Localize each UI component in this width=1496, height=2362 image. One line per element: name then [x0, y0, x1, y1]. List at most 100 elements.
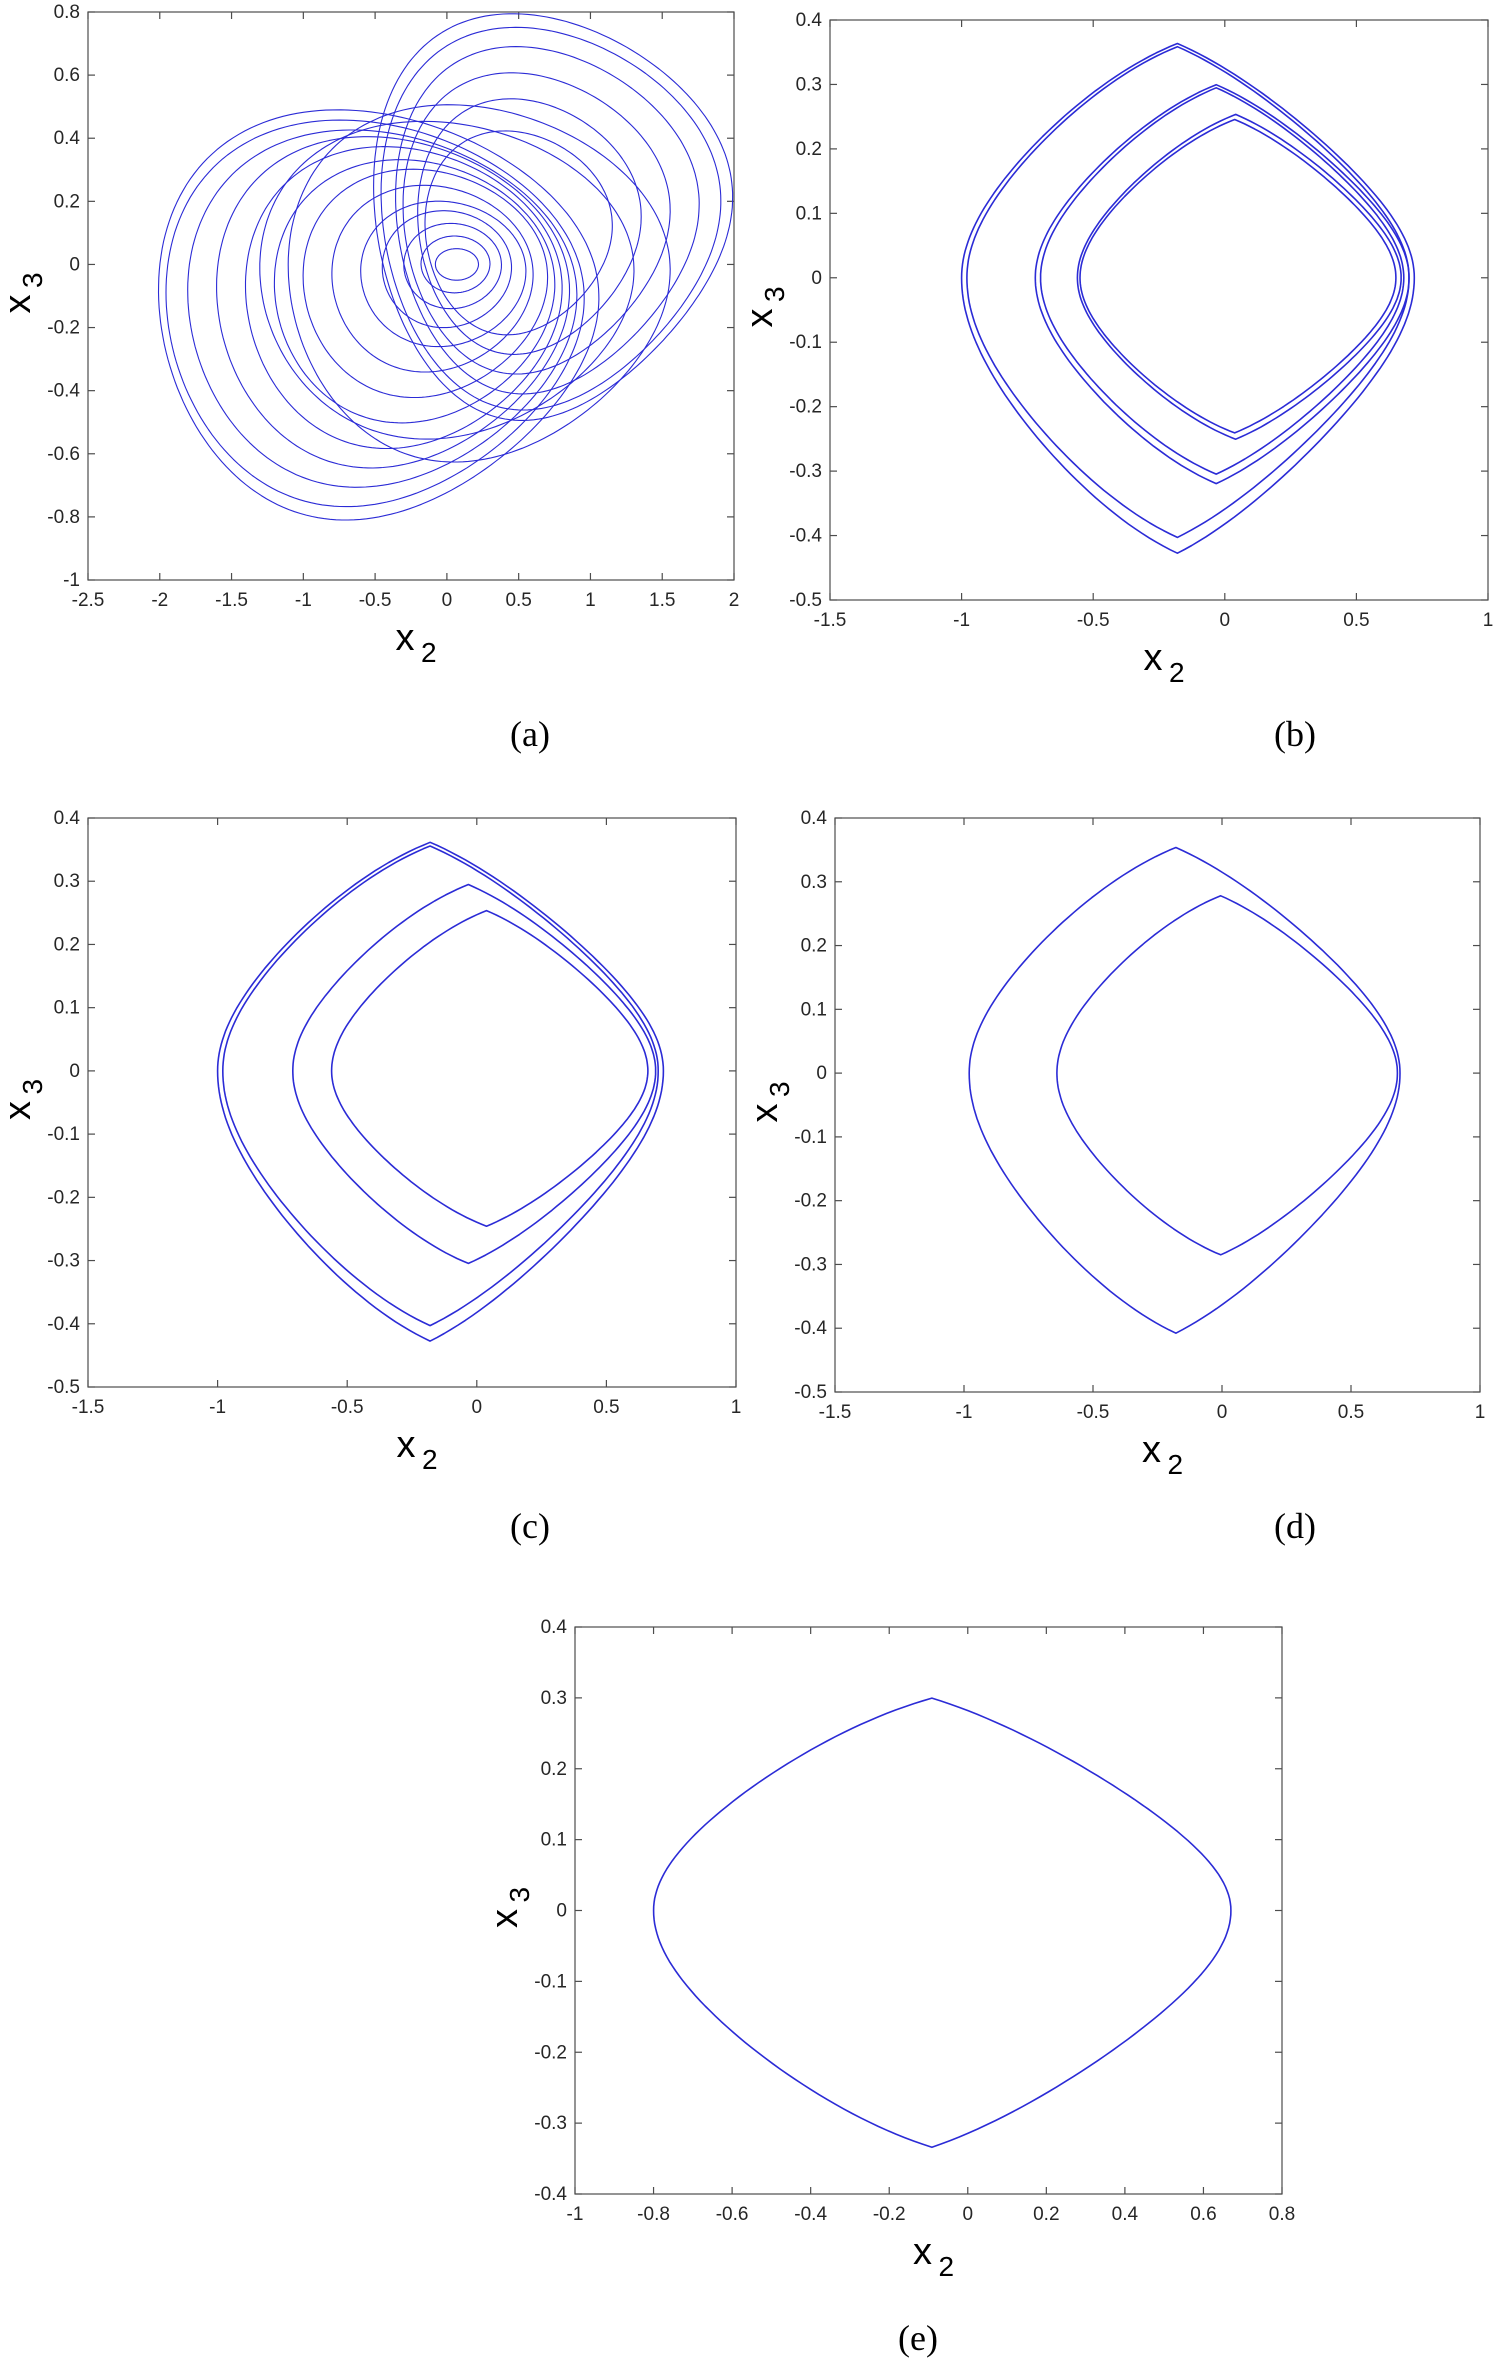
y-tick-label: 0.4 — [54, 808, 81, 829]
x-tick-label: 2 — [729, 590, 740, 611]
x-tick-label: -1.5 — [72, 1397, 105, 1418]
y-tick-label: 0.3 — [801, 872, 827, 893]
y-tick-label: 0.4 — [541, 1617, 568, 1638]
x-tick-label: 0 — [1220, 610, 1231, 631]
x-axis-label-subscript: 2 — [939, 2251, 955, 2282]
x-tick-label: 0 — [1217, 1402, 1228, 1423]
y-tick-label: 0.1 — [54, 998, 80, 1019]
y-tick-label: 0 — [556, 1901, 567, 1922]
trajectory-loop — [292, 883, 657, 1265]
x-tick-label: 0.6 — [1190, 2204, 1216, 2225]
x-tick-label: -1.5 — [215, 590, 248, 611]
y-tick-label: 0.3 — [54, 871, 80, 892]
trajectory-loop — [373, 13, 734, 421]
plot-frame — [87, 11, 735, 581]
trajectory-loop — [187, 129, 578, 488]
trajectory-loop — [968, 846, 1401, 1334]
plot-frame — [829, 19, 1489, 601]
trajectory-loop — [302, 168, 549, 399]
trajectory-loop — [417, 98, 642, 355]
panel-label: (e) — [898, 2318, 938, 2358]
y-tick-label: -0.2 — [47, 318, 80, 339]
x-tick-label: -2.5 — [72, 590, 105, 611]
y-axis-label: x — [744, 1104, 786, 1123]
x-tick-label: 0.5 — [593, 1397, 619, 1418]
x-tick-label: -1 — [567, 2204, 584, 2225]
x-tick-label: -0.6 — [716, 2204, 749, 2225]
y-tick-label: 0.1 — [796, 203, 822, 224]
y-axis-label-group: x3 — [0, 272, 48, 313]
y-tick-label: -0.8 — [47, 507, 80, 528]
trajectory-loop — [434, 248, 480, 281]
trajectory-loop — [244, 146, 563, 450]
trajectory-loop — [259, 120, 635, 440]
trajectory-loop — [1076, 113, 1402, 440]
y-axis-label-subscript: 3 — [504, 1887, 535, 1903]
x-tick-label: -0.5 — [359, 590, 392, 611]
panel-c: -1.5 -1 -0.5 0 0.5 1 -0.5 -0.4 -0.3 -0.2 -0.1 0 0.1 0… — [0, 808, 741, 1546]
x-tick-label: -0.4 — [794, 2204, 827, 2225]
y-tick-label: 0.8 — [54, 2, 80, 23]
y-tick-label: -0.5 — [794, 1382, 827, 1403]
x-axis-label-subscript: 2 — [1169, 657, 1185, 688]
y-tick-label: -1 — [63, 570, 80, 591]
y-tick-label: 0 — [69, 1061, 80, 1082]
y-tick-label: 0.3 — [541, 1688, 567, 1709]
trajectory-group — [157, 13, 734, 521]
trajectory-loop — [420, 235, 491, 294]
y-tick-label: 0.4 — [796, 10, 823, 31]
y-tick-label: 0.2 — [54, 191, 80, 212]
x-tick-label: -1.5 — [819, 1402, 852, 1423]
y-tick-label: -0.2 — [47, 1187, 80, 1208]
x-tick-label: -0.8 — [637, 2204, 670, 2225]
x-tick-label: 1 — [1483, 610, 1494, 631]
x-tick-label: 0 — [472, 1397, 483, 1418]
y-tick-label: 0.4 — [801, 808, 828, 829]
panel-label: (c) — [510, 1506, 550, 1546]
y-tick-label: -0.3 — [47, 1251, 80, 1272]
x-tick-label: 0 — [962, 2204, 973, 2225]
x-axis-label-subscript: 2 — [1168, 1449, 1184, 1480]
y-axis-label-group: x3 — [0, 1079, 48, 1120]
y-axis-label-group: x3 — [744, 1081, 795, 1122]
x-tick-label: 0 — [442, 590, 453, 611]
x-tick-label: -0.5 — [1077, 1402, 1110, 1423]
plot-frame — [834, 817, 1481, 1393]
trajectory-loop — [330, 909, 649, 1227]
y-axis-label-subscript: 3 — [17, 1079, 48, 1095]
trajectory-loop — [381, 210, 513, 329]
y-axis-label-group: x3 — [739, 286, 790, 327]
trajectory-loop — [360, 200, 527, 348]
trajectory-loop — [1039, 87, 1405, 475]
trajectory-loop — [273, 159, 556, 424]
trajectory-loop — [380, 26, 722, 411]
x-tick-label: -1 — [953, 610, 970, 631]
x-axis-label: x — [1144, 637, 1163, 679]
y-tick-label: 0.1 — [801, 999, 827, 1020]
x-tick-label: 1 — [585, 590, 596, 611]
trajectory-loop — [222, 845, 659, 1327]
x-tick-label: -0.5 — [331, 1397, 364, 1418]
x-axis-label-subscript: 2 — [422, 1444, 438, 1475]
trajectory-loop — [966, 45, 1410, 539]
y-tick-label: 0.2 — [541, 1759, 567, 1780]
y-tick-label: -0.1 — [47, 1124, 80, 1145]
y-tick-label: -0.2 — [794, 1191, 827, 1212]
y-tick-label: -0.4 — [47, 1314, 80, 1335]
x-tick-label: -1 — [295, 590, 312, 611]
trajectory-loop — [960, 42, 1416, 554]
trajectory-loop — [165, 119, 585, 508]
trajectory-loop — [395, 46, 700, 395]
x-tick-label: 1 — [1475, 1402, 1486, 1423]
y-tick-label: -0.5 — [789, 590, 822, 611]
y-tick-label: -0.4 — [47, 381, 80, 402]
y-tick-label: 0.2 — [54, 934, 80, 955]
x-tick-label: -2 — [151, 590, 168, 611]
panel-label: (a) — [510, 714, 550, 754]
trajectory-group — [216, 841, 665, 1342]
y-tick-label: 0.1 — [541, 1830, 567, 1851]
trajectory-loop — [402, 72, 671, 375]
y-tick-label: -0.1 — [789, 332, 822, 353]
y-axis-label-group: x3 — [484, 1887, 535, 1928]
y-tick-label: 0.4 — [54, 128, 81, 149]
